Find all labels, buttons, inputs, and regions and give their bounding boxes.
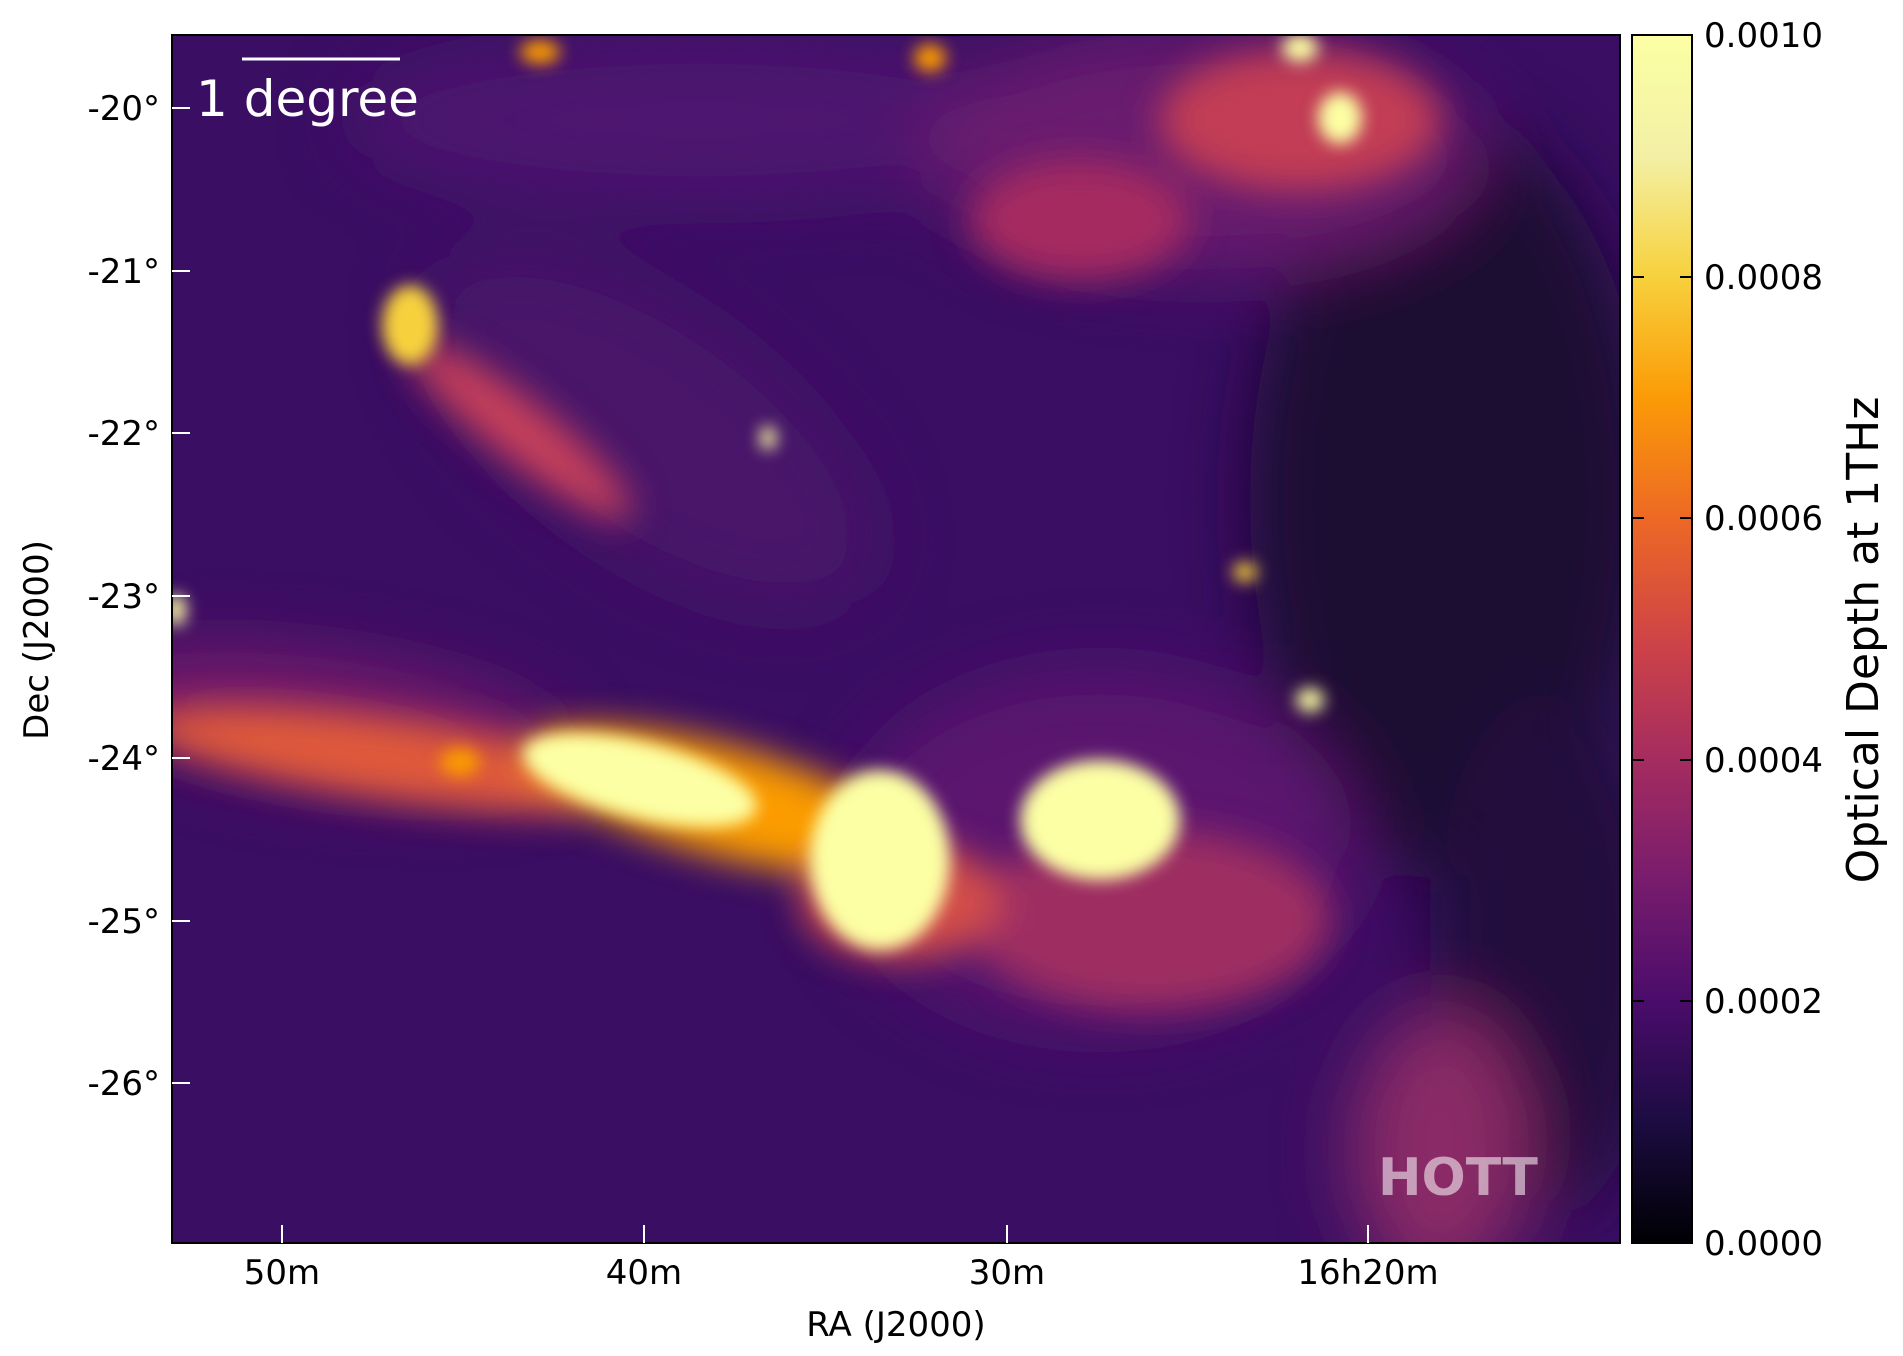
optical-depth-map: 1 degree HOTT — [172, 35, 1620, 1243]
colorbar-tick-label: 0.0008 — [1704, 258, 1823, 298]
y-tick-label: -25° — [87, 902, 160, 942]
x-axis — [281, 1225, 1369, 1243]
y-axis — [172, 107, 190, 1084]
plot-frame — [171, 34, 1621, 1244]
colorbar-gradient — [1631, 34, 1693, 1244]
x-tick-label: 50m — [244, 1253, 320, 1293]
x-tick-label: 40m — [606, 1253, 682, 1293]
colorbar-tick-label: 0.0000 — [1704, 1224, 1823, 1264]
colorbar-tick-label: 0.0002 — [1704, 982, 1823, 1022]
x-tick-label: 16h20m — [1297, 1253, 1438, 1293]
y-axis-title: Dec (J2000) — [17, 540, 57, 740]
colorbar-tick-label: 0.0006 — [1704, 499, 1823, 539]
colorbar-tick-label: 0.0010 — [1704, 16, 1823, 56]
y-tick-label: -24° — [87, 739, 160, 779]
colorbar: 0.0000 0.0002 0.0004 0.0006 0.0008 0.001… — [1631, 16, 1889, 1264]
x-axis-title: RA (J2000) — [806, 1305, 985, 1345]
y-tick-label: -22° — [87, 414, 160, 454]
hott-watermark: HOTT — [1378, 1148, 1538, 1208]
x-tick-label: 30m — [969, 1253, 1045, 1293]
scale-bar: 1 degree — [196, 57, 419, 128]
y-tick-label: -26° — [87, 1064, 160, 1104]
y-tick-label: -21° — [87, 252, 160, 292]
scale-bar-label: 1 degree — [196, 70, 419, 128]
colorbar-tick-label: 0.0004 — [1704, 741, 1823, 781]
colorbar-title: Optical Depth at 1THz — [1838, 397, 1889, 884]
y-tick-label: -23° — [87, 577, 160, 617]
y-tick-label: -20° — [87, 89, 160, 129]
